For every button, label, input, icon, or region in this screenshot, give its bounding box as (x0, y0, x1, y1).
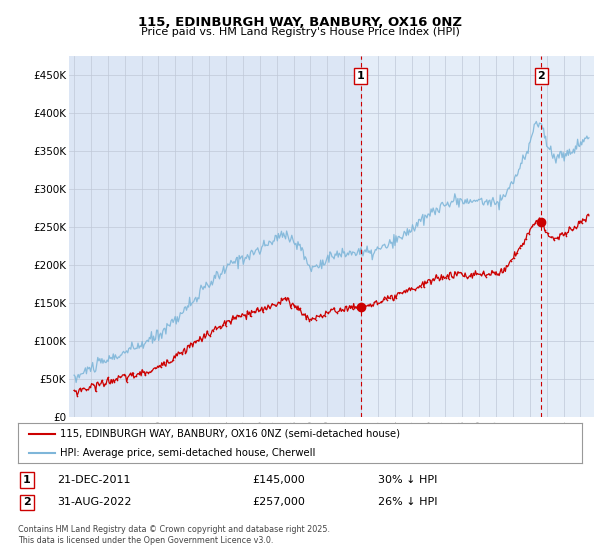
Text: £257,000: £257,000 (252, 497, 305, 507)
Text: 2: 2 (23, 497, 31, 507)
Text: 115, EDINBURGH WAY, BANBURY, OX16 0NZ: 115, EDINBURGH WAY, BANBURY, OX16 0NZ (138, 16, 462, 29)
Text: 1: 1 (356, 71, 364, 81)
Text: 115, EDINBURGH WAY, BANBURY, OX16 0NZ (semi-detached house): 115, EDINBURGH WAY, BANBURY, OX16 0NZ (s… (60, 429, 400, 438)
Text: 26% ↓ HPI: 26% ↓ HPI (378, 497, 437, 507)
Text: 30% ↓ HPI: 30% ↓ HPI (378, 475, 437, 485)
Text: 2: 2 (537, 71, 545, 81)
Bar (361, 56, 594, 417)
Text: 31-AUG-2022: 31-AUG-2022 (57, 497, 131, 507)
Text: Price paid vs. HM Land Registry's House Price Index (HPI): Price paid vs. HM Land Registry's House … (140, 27, 460, 38)
Text: Contains HM Land Registry data © Crown copyright and database right 2025.
This d: Contains HM Land Registry data © Crown c… (18, 525, 330, 545)
Text: 21-DEC-2011: 21-DEC-2011 (57, 475, 131, 485)
Text: 1: 1 (23, 475, 31, 485)
Text: £145,000: £145,000 (252, 475, 305, 485)
Text: HPI: Average price, semi-detached house, Cherwell: HPI: Average price, semi-detached house,… (60, 448, 316, 458)
